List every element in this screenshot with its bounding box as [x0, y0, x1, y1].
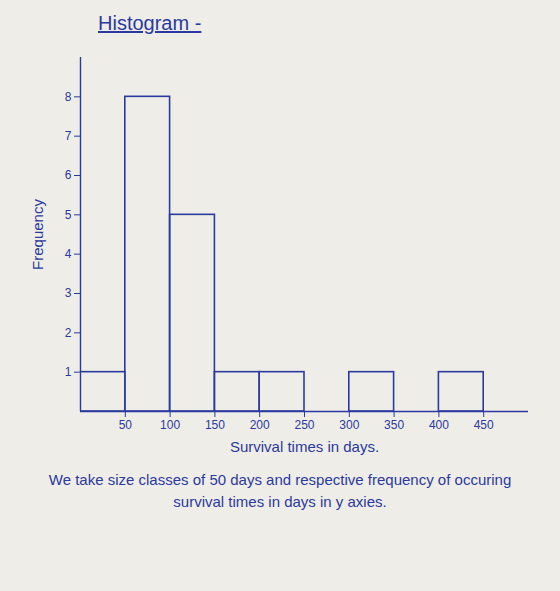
svg-text:8: 8 — [65, 90, 72, 104]
html-text:Histogram -: Histogram - — [98, 12, 202, 34]
svg-text:6: 6 — [65, 168, 72, 182]
svg-text:250: 250 — [294, 418, 314, 432]
svg-text:3: 3 — [65, 286, 72, 300]
html-text:We take size classes of 50 day: We take size classes of 50 days and resp… — [48, 471, 512, 510]
svg-text:100: 100 — [160, 418, 180, 432]
svg-text:200: 200 — [250, 418, 270, 432]
svg-text:450: 450 — [474, 418, 494, 432]
svg-text:50: 50 — [119, 418, 133, 432]
svg-text:Survival times in days.: Survival times in days. — [230, 438, 379, 455]
svg-text:400: 400 — [429, 418, 449, 432]
svg-text:150: 150 — [205, 418, 225, 432]
svg-text:Frequency: Frequency — [29, 199, 46, 270]
svg-text:7: 7 — [65, 129, 72, 143]
svg-text:2: 2 — [65, 326, 72, 340]
svg-text:1: 1 — [65, 365, 72, 379]
svg-text:300: 300 — [339, 418, 359, 432]
svg-text:350: 350 — [384, 418, 404, 432]
svg-text:4: 4 — [65, 247, 72, 261]
svg-text:5: 5 — [65, 208, 72, 222]
